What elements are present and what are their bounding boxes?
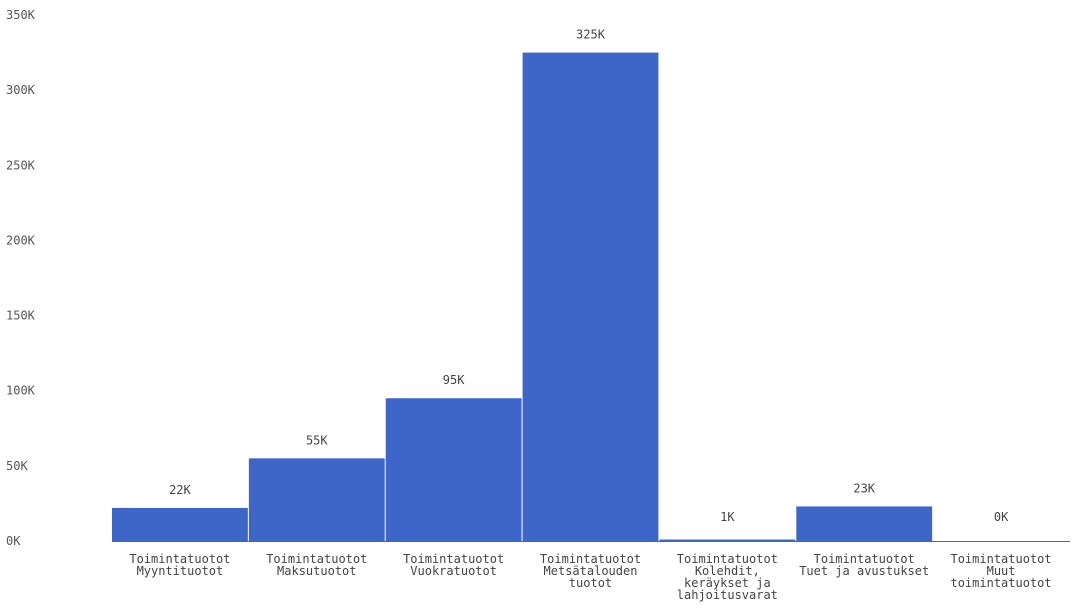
x-tick-label: Toimintatuotot: [129, 552, 230, 566]
data-labels: 22K 55K 95K 325K 1K 23K 0K: [169, 28, 1009, 524]
bar[interactable]: [112, 507, 248, 541]
y-tick-label: 150K: [6, 309, 36, 323]
x-tick-label: Tuet ja avustukset: [799, 564, 929, 578]
y-tick-label: 100K: [6, 384, 36, 398]
data-label: 22K: [169, 483, 191, 497]
x-axis: ToimintatuototMyyntituototToimintatuotot…: [112, 541, 1070, 602]
data-label: 1K: [720, 510, 735, 524]
x-tick-label: Toimintatuotot: [540, 552, 641, 566]
data-label: 325K: [576, 28, 606, 42]
x-tick-label: Muut: [987, 564, 1016, 578]
bars: [112, 52, 933, 541]
x-tick-label: keräykset ja: [684, 576, 771, 590]
bar[interactable]: [385, 398, 522, 541]
x-tick-label: Toimintatuotot: [950, 552, 1051, 566]
bar[interactable]: [522, 52, 659, 541]
x-tick-label: toimintatuotot: [950, 576, 1051, 590]
x-tick-label: Toimintatuotot: [814, 552, 915, 566]
y-tick-label: 250K: [6, 158, 36, 172]
data-label: 23K: [853, 481, 875, 495]
bar[interactable]: [248, 458, 385, 541]
y-tick-label: 350K: [6, 8, 36, 22]
x-tick-label: Metsätalouden: [544, 564, 638, 578]
y-tick-label: 50K: [6, 459, 28, 473]
x-tick-label: Maksutuotot: [277, 564, 356, 578]
x-tick-label: Kolehdit,: [695, 564, 760, 578]
y-axis: 0K 50K 100K 150K 200K 250K 300K 350K: [6, 8, 36, 548]
x-tick-label: Toimintatuotot: [403, 552, 504, 566]
x-tick-label: Vuokratuotot: [410, 564, 497, 578]
bar[interactable]: [796, 506, 933, 541]
bar[interactable]: [659, 539, 796, 541]
data-label: 0K: [994, 510, 1009, 524]
y-tick-label: 200K: [6, 233, 36, 247]
data-label: 95K: [443, 373, 465, 387]
y-tick-label: 300K: [6, 83, 36, 97]
x-tick-label: Toimintatuotot: [677, 552, 778, 566]
x-tick-label: tuotot: [569, 576, 612, 590]
y-tick-label: 0K: [6, 534, 21, 548]
data-label: 55K: [306, 433, 328, 447]
x-tick-label: Toimintatuotot: [266, 552, 367, 566]
x-tick-label: lahjoitusvarat: [677, 588, 778, 602]
x-tick-label: Myyntituotot: [137, 564, 224, 578]
